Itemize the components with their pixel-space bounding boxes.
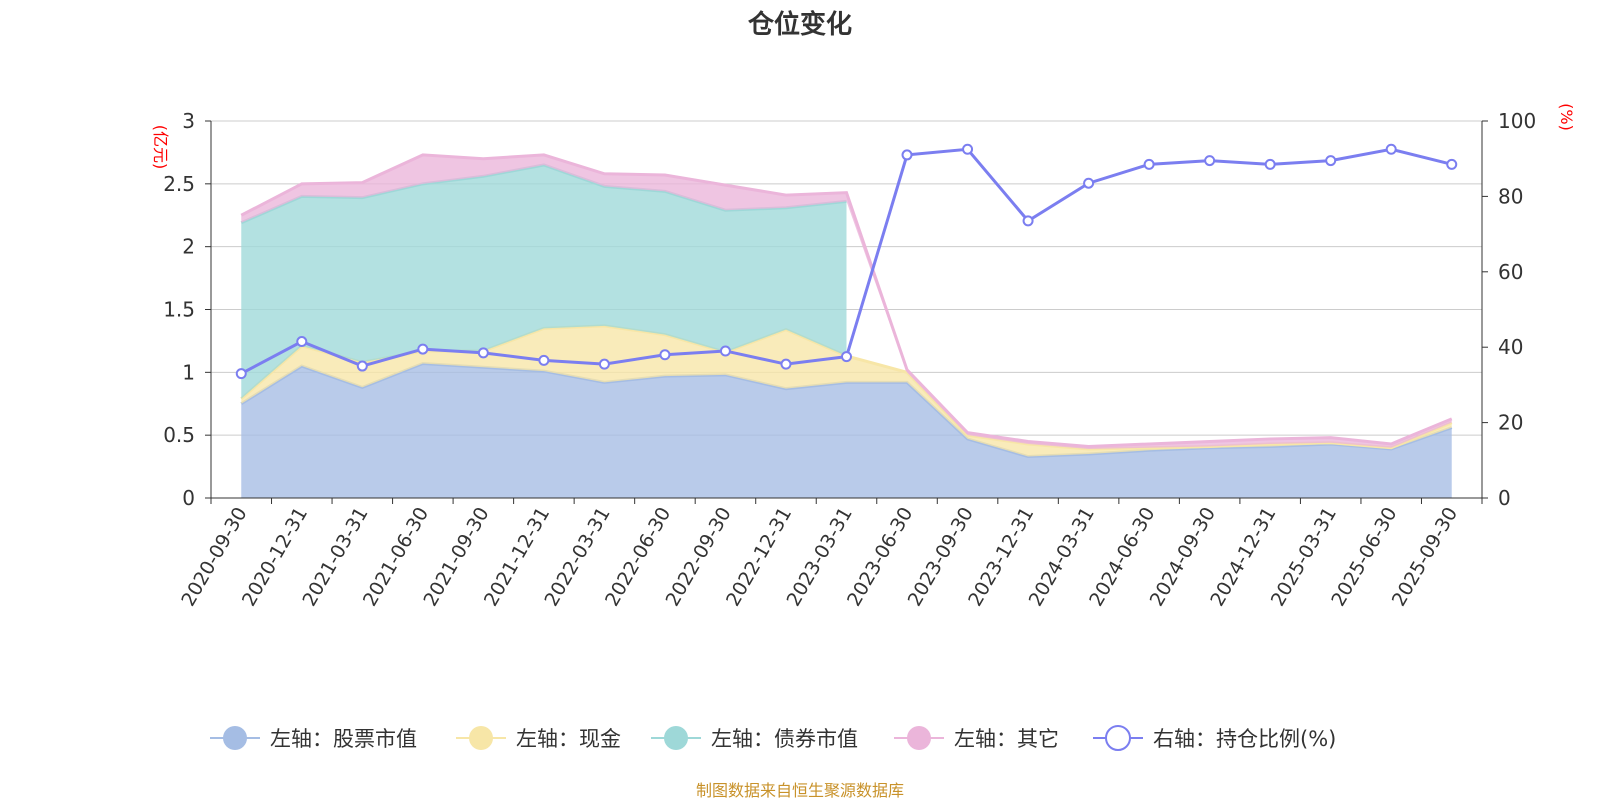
right-tick-label: 20 bbox=[1498, 411, 1523, 435]
left-tick-label: 1 bbox=[182, 360, 195, 384]
right-tick-label: 0 bbox=[1498, 486, 1511, 510]
left-axis-unit: (亿元) bbox=[151, 125, 170, 170]
legend-marker-3 bbox=[907, 726, 931, 750]
ratio-point bbox=[719, 345, 731, 357]
ratio-line-series bbox=[235, 143, 1458, 380]
left-tick-label: 3 bbox=[182, 109, 195, 133]
ratio-point bbox=[1143, 158, 1155, 170]
ratio-point bbox=[538, 354, 550, 366]
left-tick-label: 1.5 bbox=[163, 298, 195, 322]
left-tick-label: 0 bbox=[182, 486, 195, 510]
legend-label-1: 左轴：现金 bbox=[516, 727, 621, 751]
right-tick-label: 40 bbox=[1498, 335, 1523, 359]
left-tick-label: 2 bbox=[182, 235, 195, 259]
ratio-point bbox=[1446, 158, 1458, 170]
ratio-point bbox=[1385, 143, 1397, 155]
area-2 bbox=[241, 164, 847, 399]
right-tick-label: 80 bbox=[1498, 184, 1523, 208]
legend: 左轴：股票市值 左轴：现金 左轴：债券市值 左轴：其它 右轴：持仓比例(%) bbox=[210, 725, 1336, 751]
area-edge-3 bbox=[240, 153, 1453, 448]
ratio-point bbox=[477, 347, 489, 359]
ratio-point bbox=[1325, 155, 1337, 167]
chart-title: 仓位变化 bbox=[747, 9, 852, 40]
right-axis-unit: (%) bbox=[1557, 103, 1576, 131]
right-tick-label: 100 bbox=[1498, 109, 1536, 133]
legend-label-3: 左轴：其它 bbox=[954, 727, 1059, 751]
source-note: 制图数据来自恒生聚源数据库 bbox=[696, 781, 904, 800]
ratio-point bbox=[1264, 158, 1276, 170]
ratio-point bbox=[296, 336, 308, 348]
ratio-point bbox=[598, 358, 610, 370]
legend-marker-0 bbox=[223, 726, 247, 750]
legend-marker-1 bbox=[469, 726, 493, 750]
x-tick-label: 2025-09-30 bbox=[1388, 504, 1462, 611]
ratio-point bbox=[841, 351, 852, 363]
ratio-point bbox=[356, 360, 368, 372]
ratio-point bbox=[901, 149, 913, 161]
left-tick-label: 0.5 bbox=[163, 423, 195, 447]
legend-label-4: 右轴：持仓比例(%) bbox=[1153, 727, 1336, 751]
right-tick-label: 60 bbox=[1498, 260, 1523, 284]
left-tick-label: 2.5 bbox=[163, 172, 195, 196]
ratio-point bbox=[417, 343, 429, 355]
legend-label-0: 左轴：股票市值 bbox=[270, 727, 417, 751]
area-series bbox=[240, 153, 1453, 498]
ratio-point bbox=[659, 349, 671, 361]
legend-label-2: 左轴：债券市值 bbox=[711, 727, 858, 751]
ratio-point bbox=[962, 143, 974, 155]
ratio-point bbox=[235, 368, 247, 380]
ratio-point bbox=[780, 358, 792, 370]
ratio-point bbox=[1022, 215, 1034, 227]
area-3 bbox=[241, 154, 1452, 449]
area-0 bbox=[241, 363, 1452, 498]
legend-marker-4 bbox=[1105, 725, 1131, 751]
ratio-point bbox=[1083, 177, 1095, 189]
legend-marker-2 bbox=[664, 726, 688, 750]
ratio-point bbox=[1204, 155, 1216, 167]
